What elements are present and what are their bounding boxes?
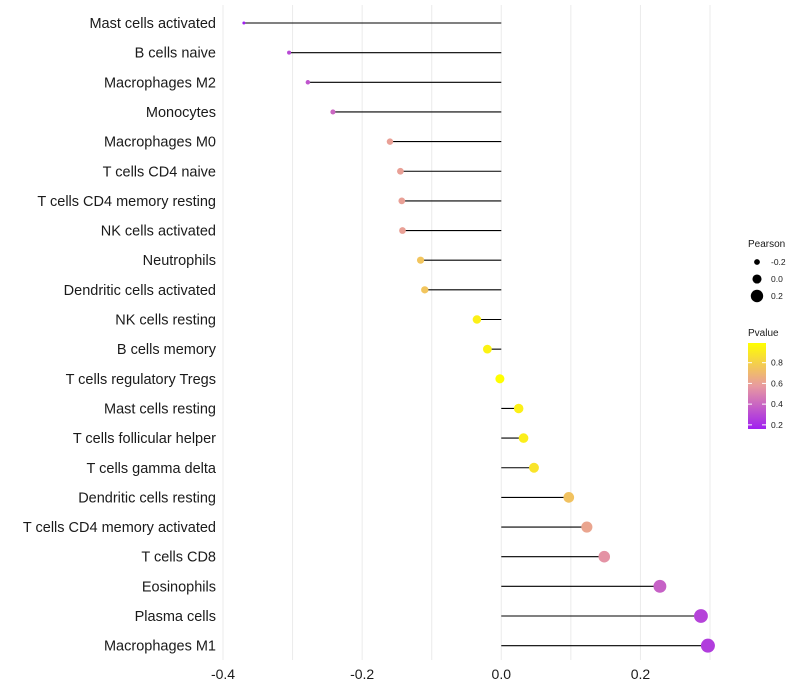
size-legend-label: 0.0	[771, 274, 783, 284]
lollipop-dot	[563, 492, 575, 503]
y-tick-label: T cells gamma delta	[87, 461, 217, 477]
lollipop-dot	[482, 344, 492, 354]
y-tick-label: T cells CD4 memory resting	[37, 194, 216, 210]
lollipop-dot	[694, 609, 708, 623]
y-tick-label: T cells CD8	[141, 550, 216, 566]
x-tick-label: 0.0	[492, 666, 512, 682]
color-legend-label: 0.8	[771, 358, 783, 368]
size-legend-label: 0.2	[771, 291, 783, 301]
y-tick-label: Mast cells activated	[89, 16, 216, 32]
lollipop-dot	[513, 403, 524, 414]
y-tick-label: Monocytes	[146, 105, 216, 121]
lollipop-dot	[386, 138, 394, 145]
lollipop-dot	[495, 374, 505, 384]
lollipop-dot	[398, 197, 406, 205]
y-tick-label: Macrophages M1	[104, 639, 216, 655]
color-legend-title: Pvalue	[748, 328, 779, 339]
y-tick-label: T cells follicular helper	[73, 431, 216, 447]
y-tick-label: Plasma cells	[135, 609, 216, 625]
y-tick-label: Macrophages M0	[104, 135, 216, 151]
lollipop-dots	[242, 21, 715, 653]
lollipop-dot	[598, 550, 611, 563]
size-legend-dot	[754, 259, 760, 265]
x-axis-labels: -0.4 -0.2 0.0 0.2	[211, 666, 650, 682]
y-tick-label: Dendritic cells activated	[64, 283, 216, 299]
lollipop-dot	[581, 521, 593, 533]
size-legend-title: Pearson	[748, 239, 785, 250]
color-legend: Pvalue 0.2 0.4 0.6 0.8	[748, 328, 783, 430]
size-legend-dot	[750, 289, 764, 303]
y-tick-label: T cells CD4 memory activated	[23, 520, 216, 536]
lollipop-dot	[397, 167, 404, 175]
lollipop-dot	[305, 80, 311, 85]
x-tick-label: -0.4	[211, 666, 235, 682]
y-tick-label: B cells memory	[117, 342, 217, 358]
color-legend-label: 0.2	[771, 420, 783, 430]
lollipop-sticks	[243, 22, 708, 647]
lollipop-dot	[399, 227, 406, 234]
size-legend: Pearson -0.2 0.0 0.2	[748, 239, 786, 303]
y-tick-label: T cells CD4 naive	[103, 164, 216, 180]
lollipop-dot	[421, 286, 429, 294]
color-legend-label: 0.4	[771, 399, 783, 409]
y-tick-label: T cells regulatory Tregs	[66, 372, 216, 388]
color-legend-bar	[748, 343, 766, 429]
lollipop-dot	[330, 109, 336, 115]
lollipop-dot	[518, 433, 529, 443]
x-tick-label: 0.2	[631, 666, 651, 682]
y-tick-label: Dendritic cells resting	[78, 490, 216, 506]
y-tick-label: Macrophages M2	[104, 75, 216, 91]
y-tick-label: NK cells activated	[101, 224, 216, 240]
size-legend-label: -0.2	[771, 257, 786, 267]
lollipop-dot	[700, 638, 715, 653]
lollipop-dot	[287, 50, 292, 55]
lollipop-dot	[653, 579, 667, 593]
y-tick-label: Eosinophils	[142, 579, 216, 595]
lollipop-dot	[529, 462, 539, 473]
lollipop-dot	[472, 315, 482, 324]
y-tick-label: Neutrophils	[143, 253, 216, 269]
size-legend-dot	[752, 274, 762, 284]
y-tick-label: NK cells resting	[115, 313, 216, 329]
grid-lines	[222, 5, 711, 660]
y-tick-label: Mast cells resting	[104, 401, 216, 417]
color-legend-label: 0.6	[771, 378, 783, 388]
y-tick-label: B cells naive	[135, 46, 216, 62]
lollipop-dot	[416, 256, 425, 264]
lollipop-dot	[242, 21, 246, 25]
y-axis-labels: Mast cells activated B cells naive Macroph…	[23, 16, 217, 655]
x-tick-label: -0.2	[350, 666, 374, 682]
